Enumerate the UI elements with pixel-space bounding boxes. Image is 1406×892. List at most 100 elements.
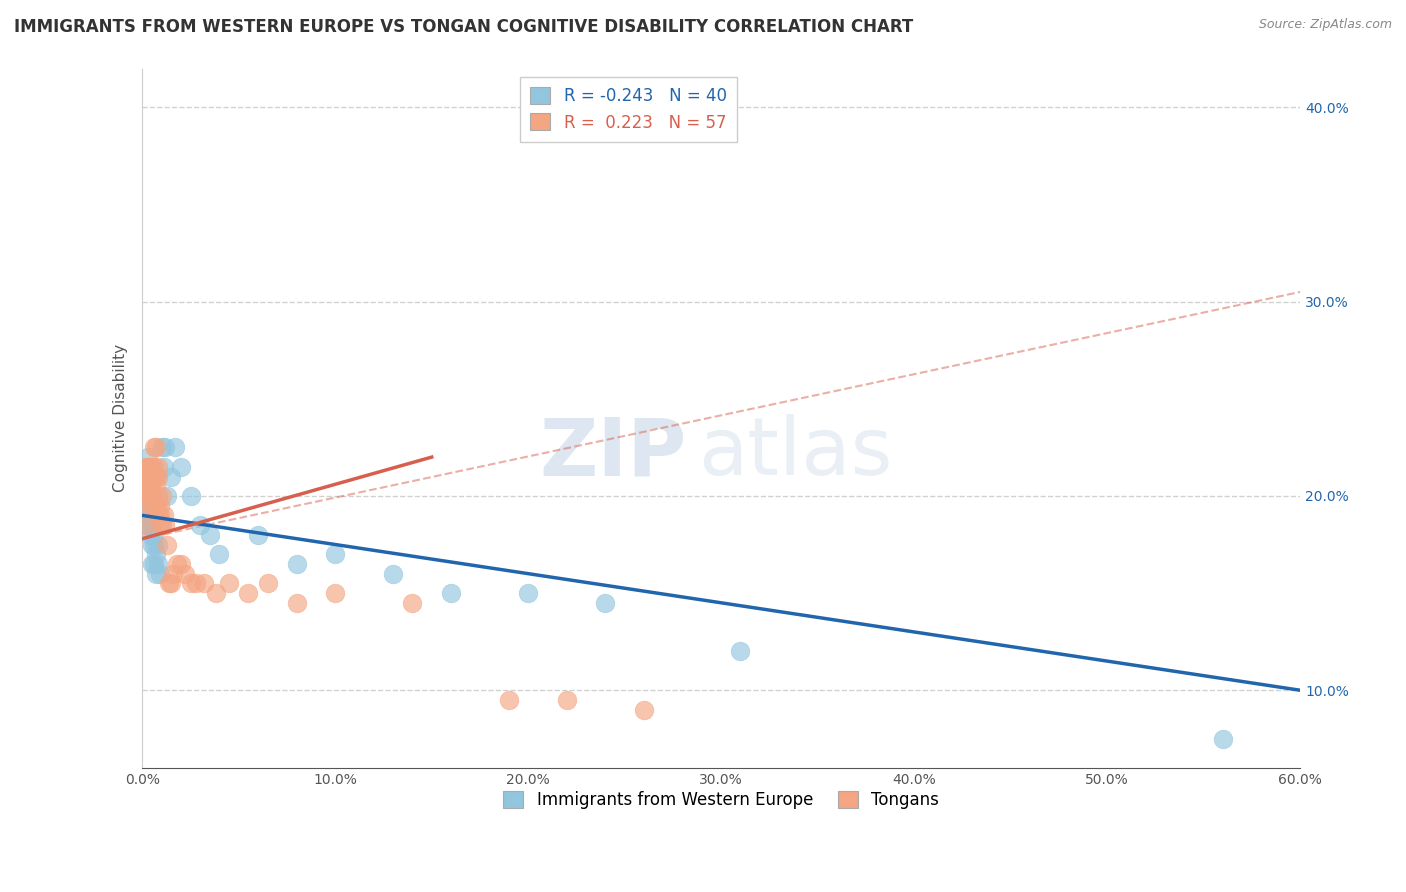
Point — [149, 499, 172, 513]
Point — [156, 489, 179, 503]
Point — [141, 459, 163, 474]
Point — [145, 441, 167, 455]
Point — [134, 489, 156, 503]
Point — [145, 499, 167, 513]
Point — [173, 566, 195, 581]
Point — [136, 459, 159, 474]
Point — [170, 459, 193, 474]
Point — [156, 537, 179, 551]
Point — [160, 576, 183, 591]
Point — [146, 459, 169, 474]
Point — [135, 479, 157, 493]
Point — [142, 528, 165, 542]
Point — [141, 537, 163, 551]
Point — [135, 469, 157, 483]
Y-axis label: Cognitive Disability: Cognitive Disability — [114, 344, 128, 492]
Point — [136, 489, 159, 503]
Point — [139, 459, 162, 474]
Point — [145, 479, 167, 493]
Point — [141, 499, 163, 513]
Point — [285, 596, 308, 610]
Point — [152, 459, 174, 474]
Point — [135, 518, 157, 533]
Point — [170, 557, 193, 571]
Point — [160, 469, 183, 483]
Point — [139, 469, 162, 483]
Point — [149, 566, 172, 581]
Point — [145, 547, 167, 561]
Point — [162, 566, 184, 581]
Point — [142, 557, 165, 571]
Point — [157, 576, 180, 591]
Point — [139, 499, 162, 513]
Text: ZIP: ZIP — [540, 414, 686, 492]
Legend: Immigrants from Western Europe, Tongans: Immigrants from Western Europe, Tongans — [496, 784, 946, 815]
Point — [136, 459, 159, 474]
Point — [142, 469, 165, 483]
Point — [323, 586, 346, 600]
Point — [135, 499, 157, 513]
Point — [1212, 731, 1234, 746]
Point — [150, 518, 173, 533]
Point — [136, 450, 159, 464]
Point — [555, 693, 578, 707]
Point — [152, 508, 174, 523]
Point — [139, 479, 162, 493]
Point — [146, 557, 169, 571]
Point — [198, 528, 221, 542]
Point — [180, 489, 202, 503]
Point — [401, 596, 423, 610]
Point — [193, 576, 215, 591]
Point — [498, 693, 520, 707]
Text: IMMIGRANTS FROM WESTERN EUROPE VS TONGAN COGNITIVE DISABILITY CORRELATION CHART: IMMIGRANTS FROM WESTERN EUROPE VS TONGAN… — [14, 18, 914, 36]
Point — [135, 459, 157, 474]
Point — [134, 508, 156, 523]
Point — [633, 703, 655, 717]
Text: Source: ZipAtlas.com: Source: ZipAtlas.com — [1258, 18, 1392, 31]
Point — [145, 469, 167, 483]
Point — [142, 499, 165, 513]
Point — [247, 528, 270, 542]
Point — [165, 441, 187, 455]
Point — [186, 576, 208, 591]
Point — [323, 547, 346, 561]
Point — [135, 489, 157, 503]
Point — [134, 518, 156, 533]
Point — [180, 576, 202, 591]
Point — [149, 508, 172, 523]
Point — [141, 469, 163, 483]
Point — [150, 441, 173, 455]
Point — [382, 566, 405, 581]
Point — [150, 489, 173, 503]
Point — [142, 537, 165, 551]
Point — [145, 566, 167, 581]
Point — [139, 469, 162, 483]
Point — [146, 489, 169, 503]
Point — [142, 441, 165, 455]
Point — [139, 528, 162, 542]
Point — [218, 576, 240, 591]
Text: atlas: atlas — [697, 414, 893, 492]
Point — [238, 586, 260, 600]
Point — [256, 576, 278, 591]
Point — [141, 557, 163, 571]
Point — [440, 586, 463, 600]
Point — [136, 479, 159, 493]
Point — [285, 557, 308, 571]
Point — [142, 459, 165, 474]
Point — [136, 518, 159, 533]
Point — [166, 557, 188, 571]
Point — [730, 644, 752, 658]
Point — [136, 499, 159, 513]
Point — [517, 586, 540, 600]
Point — [141, 518, 163, 533]
Point — [139, 489, 162, 503]
Point — [146, 537, 169, 551]
Point — [141, 489, 163, 503]
Point — [155, 441, 177, 455]
Point — [155, 518, 177, 533]
Point — [188, 518, 211, 533]
Point — [208, 547, 231, 561]
Point — [204, 586, 226, 600]
Point — [595, 596, 617, 610]
